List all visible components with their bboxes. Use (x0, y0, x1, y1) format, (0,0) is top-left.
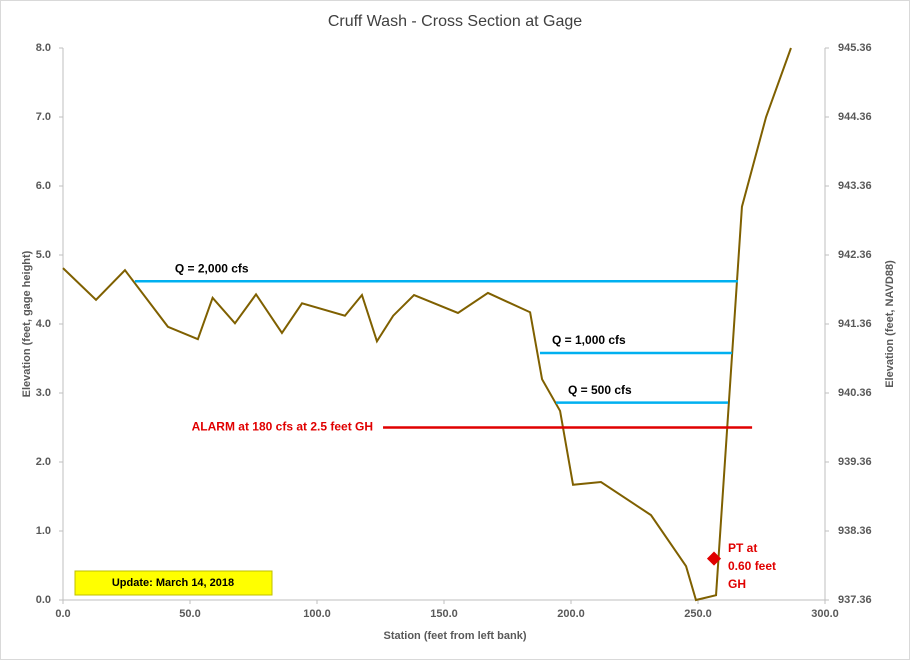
x-tick-label: 100.0 (303, 608, 331, 620)
flow-level-label: Q = 1,000 cfs (552, 333, 626, 347)
pt-marker (706, 551, 722, 566)
chart-title: Cruff Wash - Cross Section at Gage (328, 13, 582, 30)
x-tick-label: 300.0 (811, 608, 839, 620)
y-axis-title: Elevation (feet, gage height) (21, 250, 33, 397)
x-tick-label: 0.0 (55, 608, 70, 620)
y2-tick-label: 939.36 (838, 456, 872, 468)
y2-tick-label: 943.36 (838, 180, 872, 192)
x-tick-label: 200.0 (557, 608, 585, 620)
y-tick-label: 6.0 (36, 180, 51, 192)
y2-tick-label: 937.36 (838, 594, 872, 606)
flow-level-label: Q = 500 cfs (568, 383, 632, 397)
y2-tick-label: 941.36 (838, 318, 872, 330)
cross-section-line (62, 47, 792, 602)
y-tick-label: 4.0 (36, 318, 51, 330)
pt-label: GH (728, 577, 746, 591)
y-tick-label: 8.0 (36, 42, 51, 54)
flow-level-label: Q = 2,000 cfs (175, 261, 249, 275)
note-box (74, 570, 273, 596)
y2-tick-label: 938.36 (838, 525, 872, 537)
y2-tick-label: 944.36 (838, 111, 872, 123)
x-tick-label: 50.0 (179, 608, 200, 620)
x-tick-label: 250.0 (684, 608, 712, 620)
y2-tick-label: 940.36 (838, 387, 872, 399)
pt-label: PT at (728, 541, 757, 555)
alarm-label: ALARM at 180 cfs at 2.5 feet GH (192, 420, 373, 434)
pt-label: 0.60 feet (728, 559, 776, 573)
y-tick-label: 0.0 (36, 594, 51, 606)
y-tick-label: 1.0 (36, 525, 51, 537)
note: Update: March 14, 2018 (112, 577, 234, 589)
y2-axis-title: Elevation (feet, NAVD88) (884, 260, 896, 388)
y-tick-label: 5.0 (36, 249, 51, 261)
y2-tick-label: 945.36 (838, 42, 872, 54)
y-tick-label: 7.0 (36, 111, 51, 123)
y-tick-label: 2.0 (36, 456, 51, 468)
y-tick-label: 3.0 (36, 387, 51, 399)
x-axis-title: Station (feet from left bank) (383, 630, 526, 642)
x-tick-label: 150.0 (430, 608, 458, 620)
y2-tick-label: 942.36 (838, 249, 872, 261)
